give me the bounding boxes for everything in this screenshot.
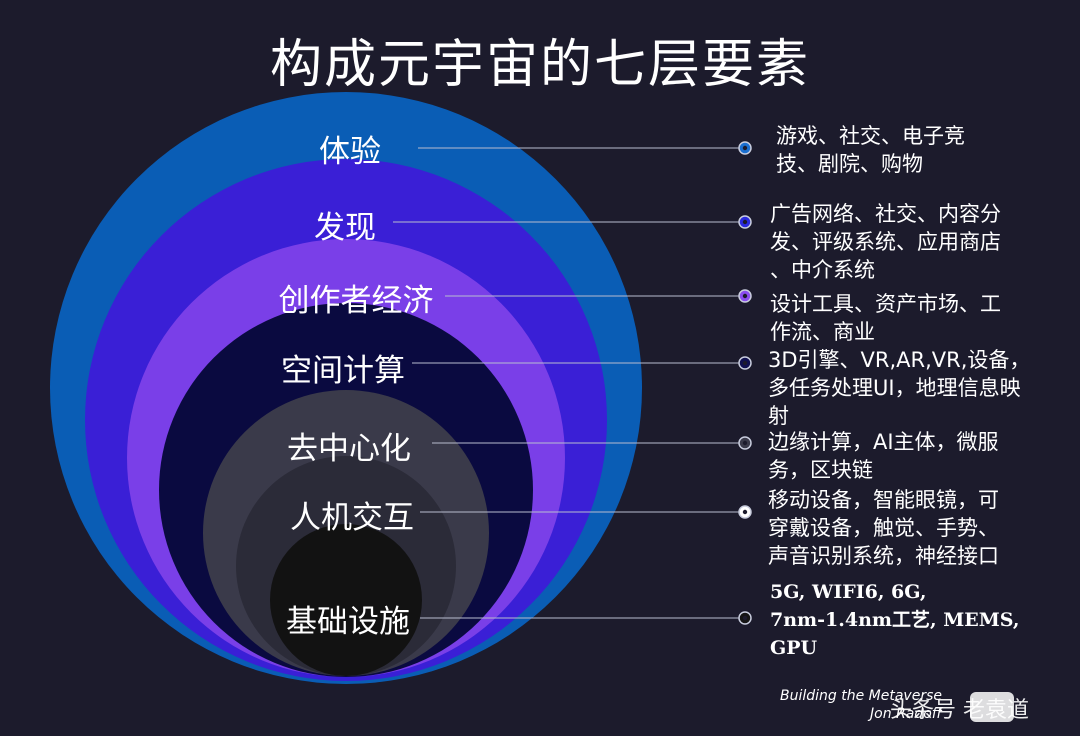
desc-line: 声音识别系统，神经接口 xyxy=(768,544,999,568)
desc-line: 广告网络、社交、内容分 xyxy=(770,202,1001,226)
desc-line: 7nm-1.4nm工艺, MEMS, xyxy=(770,609,1020,631)
footer-book-title: Building the Metaverse xyxy=(780,688,942,704)
desc-line: 、中介系统 xyxy=(770,258,875,282)
desc-line: 游戏、社交、电子竞 xyxy=(776,124,965,148)
layer-label-spatial-computing: 空间计算 xyxy=(281,353,405,389)
desc-line: 边缘计算，AI主体，微服 xyxy=(768,430,999,454)
desc-line: GPU xyxy=(770,637,818,659)
watermark-logo-icon xyxy=(970,692,1014,722)
desc-line: 设计工具、资产市场、工 xyxy=(770,292,1001,316)
page-title: 构成元宇宙的七层要素 xyxy=(269,35,810,95)
connector-creator-economy-dot-center xyxy=(742,293,748,299)
watermark-text: 头条号 老袁道 xyxy=(890,698,1029,723)
layer-desc-decentralization: 边缘计算，AI主体，微服 务，区块链 xyxy=(768,428,1058,484)
connector-discovery-dot-center xyxy=(742,219,748,225)
layer-desc-spatial-computing: 3D引擎、VR,AR,VR,设备， 多任务处理UI，地理信息映 射 xyxy=(768,346,1058,430)
layer-desc-creator-economy: 设计工具、资产市场、工 作流、商业 xyxy=(770,290,1060,346)
desc-line: 3D引擎、VR,AR,VR,设备， xyxy=(768,348,1031,372)
desc-line: 发、评级系统、应用商店 xyxy=(770,230,1001,254)
layer-desc-experience: 游戏、社交、电子竞 技、剧院、购物 xyxy=(776,122,1066,178)
desc-line: 作流、商业 xyxy=(770,320,875,344)
footer-author: Jon Radoff xyxy=(870,706,942,722)
desc-line: 移动设备，智能眼镜，可 xyxy=(768,488,999,512)
connector-decentralization-dot-center xyxy=(742,440,748,446)
connector-hci-dot-center xyxy=(742,509,748,515)
layer-label-discovery: 发现 xyxy=(314,210,376,246)
desc-line: 射 xyxy=(768,404,789,428)
desc-line: 务，区块链 xyxy=(768,458,873,482)
desc-line: 5G, WIFI6, 6G, xyxy=(770,581,927,603)
connector-spatial-computing-dot-center xyxy=(742,360,748,366)
layer-label-decentralization: 去中心化 xyxy=(287,431,411,467)
layer-label-hci: 人机交互 xyxy=(290,500,414,536)
connector-experience-dot-center xyxy=(742,145,748,151)
layer-label-infrastructure: 基础设施 xyxy=(286,604,410,640)
desc-line: 技、剧院、购物 xyxy=(776,152,923,176)
layer-label-experience: 体验 xyxy=(319,134,381,170)
layer-desc-discovery: 广告网络、社交、内容分 发、评级系统、应用商店 、中介系统 xyxy=(770,200,1060,284)
layer-desc-infrastructure: 5G, WIFI6, 6G, 7nm-1.4nm工艺, MEMS, GPU xyxy=(770,578,1060,662)
layer-desc-hci: 移动设备，智能眼镜，可 穿戴设备，触觉、手势、 声音识别系统，神经接口 xyxy=(768,486,1058,570)
circle-infrastructure xyxy=(270,524,422,676)
connector-infrastructure-dot-center xyxy=(742,615,748,621)
layer-label-creator-economy: 创作者经济 xyxy=(278,283,434,319)
desc-line: 穿戴设备，触觉、手势、 xyxy=(768,516,999,540)
desc-line: 多任务处理UI，地理信息映 xyxy=(768,376,1021,400)
